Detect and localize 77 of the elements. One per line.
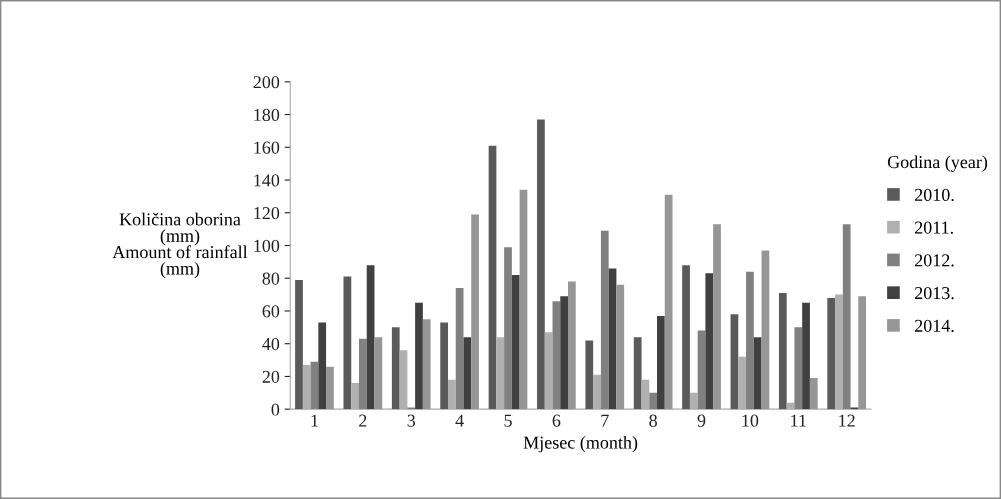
x-tick-label: 5: [504, 414, 512, 427]
bar: [488, 145, 497, 410]
bar: [504, 247, 512, 410]
bar: [511, 274, 520, 410]
y-axis-title: Količina oborina (mm) Amount of rainfall (mm): [112, 212, 248, 279]
bar: [664, 194, 673, 410]
bar: [374, 337, 383, 410]
x-tick-label: 11: [791, 414, 806, 427]
bar: [537, 119, 545, 410]
x-tick-label: 12: [839, 414, 855, 427]
bar: [761, 250, 770, 410]
bar: [682, 265, 690, 410]
legend-label: 2011.: [915, 221, 953, 234]
y-tick-label: 20: [262, 370, 280, 383]
x-tick-label: 10: [742, 414, 759, 427]
y-tick-label: 120: [254, 207, 280, 220]
y-tick-label: 180: [254, 108, 280, 122]
bar: [471, 214, 479, 410]
bar: [455, 288, 464, 410]
bar: [794, 327, 803, 410]
bar: [463, 337, 472, 410]
y-tick-label: 100: [254, 239, 280, 252]
bar: [827, 297, 836, 410]
bar: [326, 366, 334, 410]
y-tick-label: 60: [262, 305, 280, 318]
bar: [440, 322, 449, 410]
bar: [295, 279, 303, 410]
x-tick-label: 3: [407, 414, 416, 427]
x-tick-label: 9: [697, 414, 706, 427]
bar: [809, 378, 818, 410]
legend-label: 2013.: [915, 286, 954, 300]
legend-label: 2010.: [915, 188, 954, 202]
x-tick-label: 8: [649, 414, 657, 427]
bar: [802, 302, 810, 410]
bar: [568, 281, 576, 410]
bar: [608, 268, 617, 410]
bar: [713, 224, 721, 410]
bar: [560, 296, 568, 410]
bar: [616, 284, 625, 410]
x-tick-label: 7: [601, 414, 609, 427]
x-tick-label: 2: [359, 414, 367, 427]
y-tick-label: 40: [262, 337, 280, 351]
bar: [391, 327, 400, 410]
bar: [705, 273, 714, 410]
bar: [415, 302, 423, 410]
bar: [343, 276, 352, 410]
x-tick-label: 6: [552, 414, 561, 427]
x-tick-label: 4: [455, 414, 464, 427]
y-tick-label: 80: [262, 272, 280, 285]
bar: [649, 392, 658, 410]
bar: [746, 271, 754, 410]
bar: [310, 361, 319, 410]
x-axis-title: Mjesec (month): [523, 435, 638, 453]
y-tick-label: 200: [253, 76, 280, 89]
bar: [753, 337, 762, 410]
bar: [585, 340, 594, 410]
y-tick-label: 0: [271, 403, 280, 416]
y-tick-label: 160: [254, 141, 280, 154]
bar: [519, 189, 528, 410]
bar: [600, 230, 609, 410]
legend-label: 2012.: [915, 254, 954, 267]
bar: [657, 315, 665, 410]
bar: [778, 292, 787, 410]
bar: [318, 322, 327, 410]
bar: [697, 330, 706, 410]
legend-title: Godina (year): [887, 155, 988, 172]
bar: [730, 314, 739, 410]
bar: [358, 338, 367, 410]
legend-label: 2014.: [915, 319, 954, 332]
bar: [552, 301, 561, 410]
bar: [422, 319, 431, 410]
bar: [842, 224, 851, 410]
bar: [366, 265, 375, 410]
bar: [858, 296, 867, 410]
x-tick-label: 1: [311, 414, 318, 427]
y-tick-label: 140: [254, 174, 280, 187]
bar: [633, 337, 642, 410]
